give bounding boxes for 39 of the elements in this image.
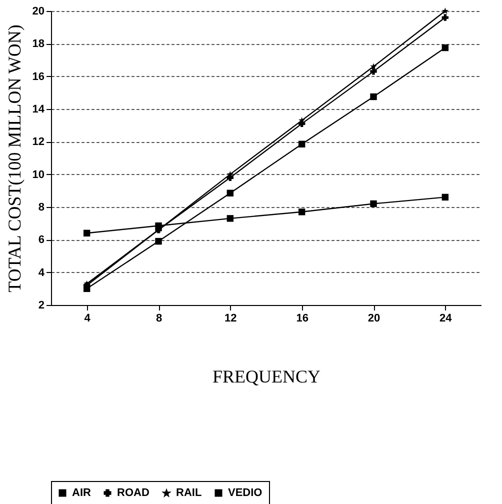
legend-label: ROAD bbox=[117, 486, 150, 499]
point bbox=[370, 68, 377, 75]
point bbox=[298, 140, 306, 148]
x-tick-label: 12 bbox=[224, 312, 237, 324]
y-tick-label: 12 bbox=[32, 136, 44, 148]
y-tick-label: 20 bbox=[32, 6, 44, 18]
y-tick-label: 2 bbox=[38, 300, 44, 312]
legend-label: AIR bbox=[72, 486, 91, 499]
point bbox=[442, 14, 449, 21]
point bbox=[442, 8, 449, 14]
y-tick-label: 6 bbox=[38, 234, 44, 246]
point bbox=[298, 117, 306, 124]
point bbox=[298, 208, 306, 216]
y-axis-title: TOTAL COST(100 MILLON WON) bbox=[4, 24, 24, 292]
y-tick-label: 4 bbox=[38, 266, 46, 279]
y-tick-label: 14 bbox=[32, 104, 46, 116]
legend-label: RAIL bbox=[176, 487, 202, 500]
x-tick-label: 8 bbox=[156, 312, 162, 324]
point bbox=[370, 93, 377, 100]
legend-label: VEDIO bbox=[228, 486, 263, 499]
y-tick-label: 16 bbox=[32, 70, 44, 83]
x-tick-label: 4 bbox=[84, 312, 92, 324]
point bbox=[155, 222, 162, 230]
y-tick-label: 8 bbox=[38, 202, 44, 214]
point bbox=[370, 63, 377, 70]
y-tick-label: 10 bbox=[32, 168, 44, 181]
y-tick-label: 18 bbox=[32, 38, 44, 50]
point bbox=[226, 215, 234, 222]
point bbox=[155, 238, 162, 245]
point bbox=[370, 200, 377, 208]
x-axis-title: FREQUENCY bbox=[212, 366, 321, 386]
point bbox=[226, 190, 234, 196]
point bbox=[442, 194, 449, 201]
x-tick-label: 20 bbox=[368, 312, 380, 324]
point bbox=[83, 230, 90, 236]
point bbox=[226, 170, 234, 178]
x-tick-label: 16 bbox=[296, 312, 308, 324]
point bbox=[442, 44, 449, 52]
x-tick-label: 24 bbox=[440, 312, 453, 324]
